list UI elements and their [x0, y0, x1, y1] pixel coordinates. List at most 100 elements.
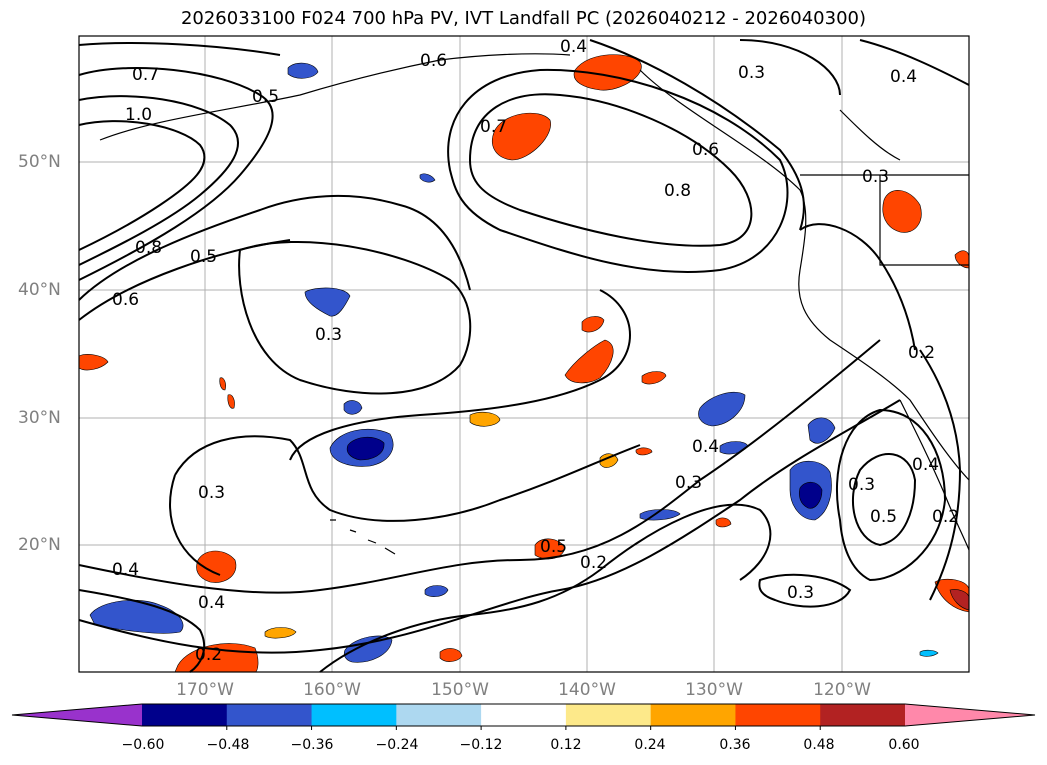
colorbar-tick-label: 0.36: [719, 737, 751, 753]
negative-anomaly: [807, 417, 836, 444]
contour-label: 0.6: [420, 51, 447, 71]
lon-label-120w: 120°W: [813, 680, 871, 700]
colorbar-bin: [565, 704, 652, 726]
lon-label-150w: 150°W: [431, 680, 489, 700]
colorbar-bin: [820, 704, 906, 726]
pv-contour: [78, 42, 281, 56]
lon-label-170w: 170°W: [176, 680, 234, 700]
contour-label: 0.8: [664, 181, 691, 201]
lat-label-30n: 30°N: [18, 408, 61, 428]
pv-contour: [447, 68, 789, 273]
contour-label: 0.7: [132, 65, 159, 85]
contour-label: 0.2: [908, 343, 935, 363]
state-border: [879, 175, 969, 266]
negative-anomaly: [343, 635, 393, 663]
positive-anomaly: [469, 411, 501, 427]
pv-contour: [758, 573, 852, 608]
positive-anomaly: [439, 648, 463, 662]
pv-contour: [78, 339, 881, 594]
baja-coast: [899, 399, 970, 551]
colorbar-extend-max: [905, 704, 1035, 726]
colorbar: [11, 703, 1036, 730]
positive-anomaly: [564, 339, 614, 384]
contour-label: 0.4: [112, 560, 139, 580]
colorbar-tick-label: −0.36: [290, 737, 334, 753]
graticule: [79, 36, 969, 672]
pv-contour: [319, 503, 772, 673]
pv-contour: [238, 240, 472, 395]
positive-anomaly: [599, 453, 619, 468]
colorbar-tick-label: 0.24: [634, 737, 666, 753]
colorbar-tick-label: 0.12: [550, 737, 582, 753]
coastlines: [99, 53, 970, 555]
pv-contour: [78, 399, 901, 654]
positive-anomaly: [581, 316, 605, 333]
negative-anomaly: [798, 481, 823, 509]
negative-anomaly: [346, 436, 385, 461]
contour-label: 0.4: [890, 67, 917, 87]
pv-contour: [78, 67, 274, 281]
map-frame: [78, 35, 970, 673]
colorbar-bin: [311, 704, 397, 726]
contour-label: 0.3: [862, 167, 889, 187]
colorbar-tick-label: 0.48: [803, 737, 835, 753]
map-title: 2026033100 F024 700 hPa PV, IVT Landfall…: [180, 8, 867, 29]
contour-label: 0.3: [848, 475, 875, 495]
contour-label: 0.4: [198, 593, 225, 613]
contour-label: 0.5: [252, 87, 279, 107]
hawaii: [330, 519, 396, 555]
contour-label: 0.4: [692, 437, 719, 457]
colorbar-bin: [481, 704, 567, 726]
contour-label: 0.2: [195, 645, 222, 665]
pv-contour: [174, 435, 641, 522]
contour-label: 0.4: [912, 455, 939, 475]
contour-labels: 0.7 1.0 0.5 0.8 0.5 0.6 0.4 0.6 0.3 0.4 …: [112, 37, 959, 665]
lat-label-20n: 20°N: [18, 535, 61, 555]
colorbar-bin: [396, 704, 482, 726]
colorbar-tick-label: −0.60: [121, 737, 165, 753]
contour-label: 0.2: [580, 553, 607, 573]
positive-anomaly: [492, 112, 551, 161]
contour-label: 0.5: [540, 537, 567, 557]
pv-contour: [739, 39, 841, 96]
state-border: [839, 109, 901, 161]
pv-contour: [468, 93, 753, 247]
contour-label: 0.8: [135, 238, 162, 258]
colorbar-bin: [226, 704, 313, 726]
colorbar-tick-label: −0.48: [206, 737, 250, 753]
negative-anomaly: [698, 391, 746, 427]
colorbar-bin: [650, 704, 736, 726]
lon-label-160w: 160°W: [303, 680, 361, 700]
pv-contour: [78, 95, 240, 266]
lon-label-130w: 130°W: [685, 680, 743, 700]
positive-anomaly: [264, 627, 297, 639]
contour-label: 0.6: [692, 140, 719, 160]
contour-label: 0.4: [560, 37, 587, 57]
colorbar-bin: [142, 704, 228, 726]
pv-contour: [852, 453, 917, 547]
contour-label: 1.0: [125, 105, 152, 125]
negative-anomaly: [424, 585, 449, 597]
colorbar-bin: [735, 704, 821, 726]
colorbar-tick-label: −0.12: [459, 737, 503, 753]
contour-label: 0.6: [112, 290, 139, 310]
pacific-northwest-coast: [639, 69, 970, 481]
negative-anomaly: [419, 173, 436, 183]
positive-anomaly: [573, 54, 642, 91]
contour-label: 0.5: [870, 507, 897, 527]
positive-anomaly: [196, 550, 237, 583]
lon-label-140w: 140°W: [558, 680, 616, 700]
contour-label: 0.3: [315, 325, 342, 345]
contour-label: 0.2: [932, 507, 959, 527]
pv-contour: [859, 39, 970, 86]
positive-anomaly: [882, 190, 922, 233]
colorbar-outline: [11, 703, 1036, 727]
negative-anomaly: [287, 62, 319, 79]
negative-anomaly: [304, 287, 351, 317]
positive-anomaly: [715, 517, 732, 528]
pv-contour: [78, 589, 206, 673]
pv-contour: [289, 289, 631, 461]
negative-anomaly: [343, 400, 363, 415]
positive-anomaly: [227, 394, 235, 409]
